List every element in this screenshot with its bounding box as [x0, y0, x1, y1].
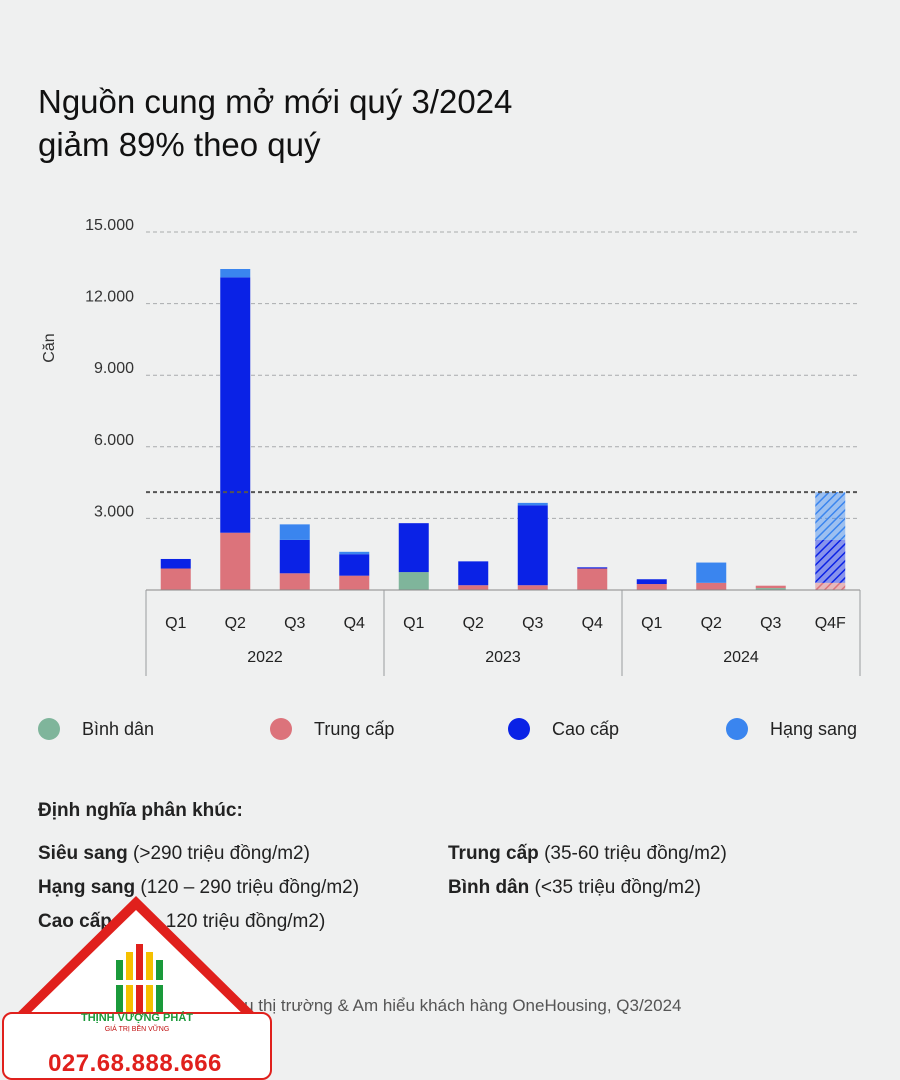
logo-tagline: GIÁ TRỊ BỀN VỮNG	[104, 1026, 170, 1033]
bar-segment	[160, 558, 191, 569]
definition-range: (120 – 290 triệu đồng/m2)	[135, 877, 360, 898]
legend-label: Trung cấp	[314, 718, 395, 739]
bar-segment	[398, 572, 429, 590]
chart-legend: Bình dân Trung cấp Cao cấp Hạng sang	[0, 718, 900, 748]
bar-segment	[577, 567, 608, 569]
x-tick-label: Q2	[225, 615, 246, 632]
legend-item: Trung cấp	[270, 718, 394, 740]
chart-title: Nguồn cung mở mới quý 3/2024 giảm 89% th…	[38, 80, 858, 166]
y-tick-label: 9.000	[94, 360, 134, 377]
bar-segment	[517, 585, 548, 590]
bar-segment	[398, 523, 429, 573]
bar-segment	[339, 575, 370, 590]
legend-swatch	[270, 718, 292, 740]
definition-name: Siêu sang	[38, 843, 128, 864]
bar-segment	[339, 551, 370, 555]
definition-item: Hạng sang (120 – 290 triệu đồng/m2)	[38, 877, 359, 899]
definition-item: Trung cấp (35-60 triệu đồng/m2)	[448, 843, 727, 865]
x-tick-label: Q4	[344, 615, 365, 632]
bar-segment	[339, 554, 370, 576]
x-tick-label: Q3	[760, 615, 781, 632]
definitions-list: Siêu sang (>290 triệu đồng/m2) Trung cấp …	[38, 843, 878, 953]
definition-range: (>290 triệu đồng/m2)	[127, 843, 310, 864]
bar-segment	[458, 585, 489, 590]
legend-item: Cao cấp	[508, 718, 619, 740]
bar-segment	[160, 568, 191, 590]
y-axis-label: Căn	[41, 333, 58, 362]
legend-swatch	[38, 718, 60, 740]
legend-swatch	[726, 718, 748, 740]
y-tick-label: 15.000	[85, 217, 134, 234]
definition-range: (60 – 120 triệu đồng/m2)	[111, 911, 326, 932]
definition-range: (<35 triệu đồng/m2)	[529, 877, 701, 898]
definition-item: Cao cấp (60 – 120 triệu đồng/m2)	[38, 911, 325, 933]
bar-segment	[755, 585, 786, 589]
stacked-bar-chart: 15.000 12.000 9.000 6.000 3.000 Căn 2022 2023 20…	[41, 217, 861, 676]
bar-segment	[696, 562, 727, 583]
y-tick-label: 6.000	[94, 432, 134, 449]
x-tick-label: Q1	[641, 615, 662, 632]
legend-label: Cao cấp	[552, 718, 620, 739]
definition-item: Siêu sang (>290 triệu đồng/m2)	[38, 843, 310, 865]
phone-box	[2, 1012, 272, 1080]
definition-name: Bình dân	[448, 877, 530, 898]
bar-segment	[220, 268, 251, 278]
segment-definitions: Định nghĩa phân khúc: Siêu sang (>290 tr…	[38, 800, 878, 953]
x-tick-label: Q2	[463, 615, 484, 632]
bar-segment	[279, 573, 310, 590]
x-tick-label: Q1	[165, 615, 186, 632]
bar-segment	[220, 277, 251, 533]
bar-segment	[220, 532, 251, 590]
y-tick-label: 12.000	[85, 289, 134, 306]
logo-brand-name: THỊNH VƯỢNG PHÁT	[80, 1012, 193, 1024]
bar-segment	[458, 561, 489, 586]
legend-item: Hạng sang	[726, 718, 857, 740]
x-tick-label: Q4F	[815, 615, 846, 632]
bar-segment	[755, 588, 786, 590]
bar-segment	[517, 502, 548, 506]
phone-number: 027.68.888.666	[48, 1050, 222, 1077]
bar-segment	[577, 568, 608, 590]
x-tick-label: Q2	[701, 615, 722, 632]
bar-segment	[279, 539, 310, 574]
x-group-label: 2023	[485, 649, 521, 666]
x-tick-label: Q3	[522, 615, 543, 632]
x-group-label: 2024	[723, 649, 759, 666]
legend-item: Bình dân	[38, 718, 154, 740]
chart-title-line-1: Nguồn cung mở mới quý 3/2024	[38, 83, 513, 120]
bar-segment	[815, 582, 846, 590]
bar-segment	[696, 582, 727, 590]
definition-name: Trung cấp	[448, 843, 539, 864]
definition-name: Cao cấp	[38, 911, 112, 932]
bar-segment	[517, 505, 548, 586]
bar-segment	[815, 492, 846, 540]
x-tick-label: Q1	[403, 615, 424, 632]
definitions-heading: Định nghĩa phân khúc:	[38, 800, 243, 821]
legend-label: Hạng sang	[770, 718, 858, 739]
chart-title-line-2: giảm 89% theo quý	[38, 126, 321, 163]
bar-segment	[636, 584, 667, 590]
x-group-label: 2022	[247, 649, 283, 666]
definition-name: Hạng sang	[38, 877, 136, 898]
legend-swatch	[508, 718, 530, 740]
bar-segment	[279, 524, 310, 540]
definition-range: (35-60 triệu đồng/m2)	[538, 843, 727, 864]
x-tick-label: Q4	[582, 615, 603, 632]
bar-segment	[815, 539, 846, 583]
bar-segment	[636, 579, 667, 585]
legend-label: Bình dân	[82, 718, 155, 739]
x-tick-label: Q3	[284, 615, 305, 632]
definition-item: Bình dân (<35 triệu đồng/m2)	[448, 877, 701, 899]
y-tick-label: 3.000	[94, 503, 134, 520]
